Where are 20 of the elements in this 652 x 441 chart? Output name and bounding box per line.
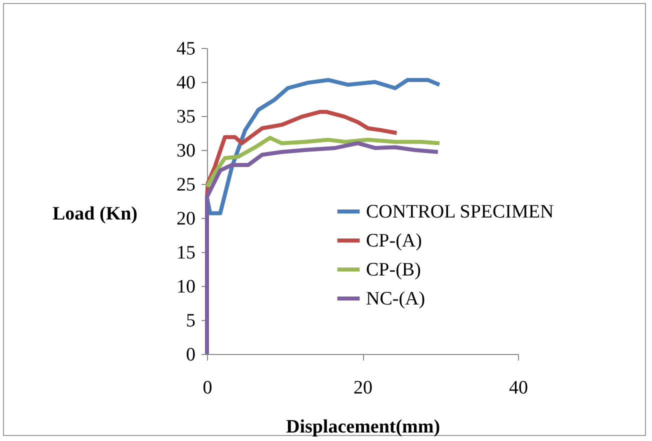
x-tick-label: 40 bbox=[509, 378, 528, 398]
legend-label: CONTROL SPECIMEN bbox=[366, 202, 554, 222]
y-axis-title: Load (Kn) bbox=[52, 204, 138, 224]
legend-label: CP-(B) bbox=[366, 260, 421, 280]
x-tick-label: 20 bbox=[354, 378, 372, 398]
y-tick-label: 45 bbox=[176, 38, 196, 60]
legend-label: CP-(A) bbox=[366, 230, 422, 252]
y-tick-label: 35 bbox=[176, 106, 196, 128]
x-tick-label: 0 bbox=[202, 378, 212, 398]
y-tick-label: 20 bbox=[176, 208, 196, 230]
y-tick-label: 0 bbox=[186, 344, 196, 366]
line-series bbox=[205, 136, 442, 189]
y-tick-label: 15 bbox=[176, 242, 196, 264]
y-tick-label: 25 bbox=[176, 174, 196, 196]
y-tick-label: 5 bbox=[186, 310, 196, 332]
y-tick-label: 30 bbox=[176, 140, 196, 162]
x-axis-title: Displacement(mm) bbox=[286, 416, 440, 438]
legend-label: NC-(A) bbox=[366, 288, 426, 310]
y-tick-label: 40 bbox=[176, 72, 196, 94]
y-tick-label: 10 bbox=[176, 276, 196, 298]
